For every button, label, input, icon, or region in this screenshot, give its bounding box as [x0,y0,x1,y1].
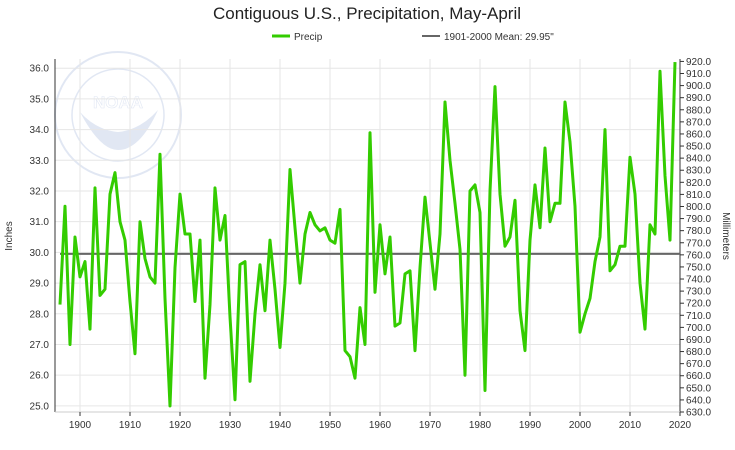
legend-item-precip[interactable]: Precip [272,32,323,43]
y-right-tick-label: 680.0 [686,347,711,358]
x-tick-label: 1990 [519,420,542,431]
y-right-tick-label: 840.0 [686,154,711,165]
y-tick-label: 34.0 [30,125,50,136]
y-right-tick-label: 750.0 [686,262,711,273]
x-tick-label: 2020 [669,420,692,431]
y-tick-label: 30.0 [30,248,50,259]
legend-label-mean: 1901-2000 Mean: 29.95" [444,32,554,43]
legend-item-mean[interactable]: 1901-2000 Mean: 29.95" [422,32,554,43]
y-right-tick-label: 670.0 [686,359,711,370]
x-tick-label: 1950 [319,420,342,431]
y-axis-right-label: Millimeters [720,212,731,260]
y-right-tick-label: 700.0 [686,323,711,334]
noaa-logo: NOAA [54,51,182,179]
y-right-tick-label: 830.0 [686,166,711,177]
y-axis-right-ticks: 630.0 640.0650.0660.0670.0680.0690.0700.0… [680,57,711,419]
y-right-tick-label: 810.0 [686,190,711,201]
x-tick-label: 1910 [119,420,142,431]
x-tick-label: 1900 [69,420,92,431]
x-tick-label: 1980 [469,420,492,431]
series [58,62,680,408]
y-right-tick-label: 740.0 [686,275,711,286]
axes [54,59,681,413]
y-right-tick-label: 630.0 [686,408,711,419]
y-right-tick-label: 720.0 [686,299,711,310]
logo-bird-icon [80,110,158,150]
x-tick-label: 1960 [369,420,392,431]
y-right-tick-label: 790.0 [686,214,711,225]
y-right-tick-label: 660.0 [686,371,711,382]
y-tick-label: 36.0 [30,64,50,75]
y-tick-label: 29.0 [30,279,50,290]
y-tick-label: 25.0 [30,401,50,412]
logo-inner-circle [71,68,165,162]
legend-label-precip: Precip [294,32,323,43]
x-tick-label: 1920 [169,420,192,431]
y-axis-label: Inches [4,221,15,250]
logo-circle [54,51,182,179]
y-tick-label: 27.0 [30,340,50,351]
y-right-tick-label: 780.0 [686,226,711,237]
y-right-tick-label: 770.0 [686,238,711,249]
y-right-tick-label: 920.0 [686,57,711,68]
x-tick-label: 1940 [269,420,292,431]
y-right-tick-label: 850.0 [686,142,711,153]
y-right-tick-label: 820.0 [686,178,711,189]
x-tick-label: 1930 [219,420,242,431]
y-tick-label: 32.0 [30,186,50,197]
y-right-tick-label: 900.0 [686,81,711,92]
y-tick-label: 28.0 [30,309,50,320]
y-right-tick-label: 870.0 [686,117,711,128]
y-right-tick-label: 890.0 [686,93,711,104]
y-axis-ticks: 25.0 26.0 27.0 28.0 29.0 30.0 31.0 32.0 33.0 34.0… [30,64,50,413]
y-right-tick-label: 760.0 [686,250,711,261]
y-right-tick-label: 710.0 [686,311,711,322]
y-right-tick-label: 730.0 [686,287,711,298]
x-axis-ticks: 1900 1910 1920 1930 1940 1950 1960 1970 1980 1990… [69,412,692,431]
y-tick-label: 35.0 [30,94,50,105]
y-right-tick-label: 800.0 [686,202,711,213]
x-tick-label: 1970 [419,420,442,431]
y-tick-label: 31.0 [30,217,50,228]
y-tick-label: 26.0 [30,371,50,382]
precip-series-line [58,62,677,408]
legend: Precip 1901-2000 Mean: 29.95" [272,32,554,43]
y-right-tick-label: 650.0 [686,383,711,394]
y-tick-label: 33.0 [30,156,50,167]
x-tick-label: 2010 [619,420,642,431]
x-tick-label: 2000 [569,420,592,431]
y-right-tick-label: 880.0 [686,105,711,116]
y-right-tick-label: 640.0 [686,395,711,406]
logo-text: NOAA [93,93,143,112]
chart-title: Contiguous U.S., Precipitation, May-Apri… [213,4,521,23]
y-right-tick-label: 690.0 [686,335,711,346]
y-right-tick-label: 860.0 [686,129,711,140]
y-right-tick-label: 910.0 [686,69,711,80]
